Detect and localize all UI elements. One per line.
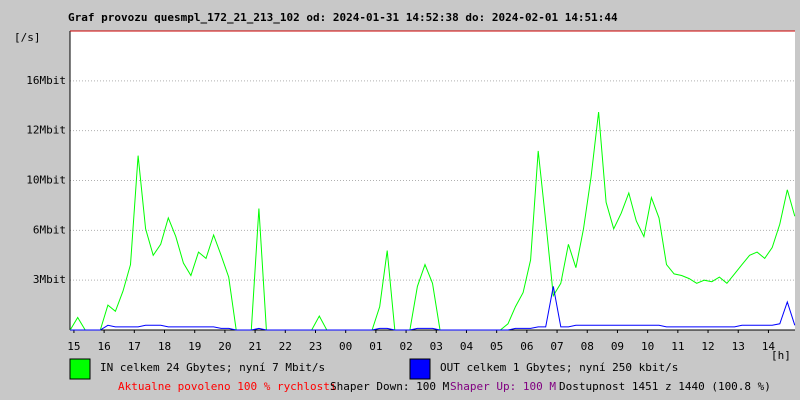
y-tick-label: 3Mbit xyxy=(33,273,66,286)
x-tick-label: 21 xyxy=(248,340,261,353)
x-tick-label: 08 xyxy=(581,340,594,353)
footer-availability: Dostupnost 1451 z 1440 (100.8 %) xyxy=(559,380,771,393)
footer-rate: Aktualne povoleno 100 % rychlosti xyxy=(118,380,337,393)
y-tick-label: 10Mbit xyxy=(26,174,66,187)
footer-shaper-up: Shaper Up: 100 M xyxy=(450,380,556,393)
x-tick-label: 14 xyxy=(762,340,776,353)
y-tick-label: 16Mbit xyxy=(26,74,66,87)
x-tick-label: 23 xyxy=(309,340,322,353)
series-line xyxy=(70,286,796,331)
legend-label: OUT celkem 1 Gbytes; nyní 250 kbit/s xyxy=(440,361,678,374)
x-tick-label: 02 xyxy=(399,340,412,353)
x-tick-label: 18 xyxy=(158,340,171,353)
y-tick-label: 12Mbit xyxy=(26,124,66,137)
x-tick-label: 10 xyxy=(641,340,654,353)
x-tick-label: 01 xyxy=(369,340,382,353)
x-tick-label: 17 xyxy=(128,340,141,353)
y-axis-label: [/s] xyxy=(14,31,41,44)
x-tick-label: 05 xyxy=(490,340,503,353)
x-tick-label: 11 xyxy=(671,340,684,353)
x-tick-label: 00 xyxy=(339,340,352,353)
x-tick-label: 04 xyxy=(460,340,474,353)
x-tick-label: 22 xyxy=(279,340,292,353)
legend-swatch-out xyxy=(409,358,431,380)
y-tick-label: 6Mbit xyxy=(33,223,66,236)
x-tick-label: 15 xyxy=(67,340,80,353)
x-tick-label: 09 xyxy=(611,340,624,353)
x-axis-label: [h] xyxy=(771,349,791,362)
footer-shaper-down: Shaper Down: 100 M xyxy=(330,380,450,393)
chart-title: Graf provozu quesmpl_172_21_213_102 od: … xyxy=(68,11,618,24)
x-tick-label: 20 xyxy=(218,340,231,353)
x-tick-label: 13 xyxy=(732,340,745,353)
x-tick-label: 03 xyxy=(430,340,443,353)
legend-swatch-in xyxy=(69,358,91,380)
x-tick-label: 12 xyxy=(701,340,714,353)
legend-label: IN celkem 24 Gbytes; nyní 7 Mbit/s xyxy=(100,361,325,374)
series-line xyxy=(69,111,796,331)
x-tick-label: 16 xyxy=(97,340,110,353)
x-tick-label: 07 xyxy=(550,340,563,353)
x-tick-label: 06 xyxy=(520,340,533,353)
x-tick-label: 19 xyxy=(188,340,201,353)
